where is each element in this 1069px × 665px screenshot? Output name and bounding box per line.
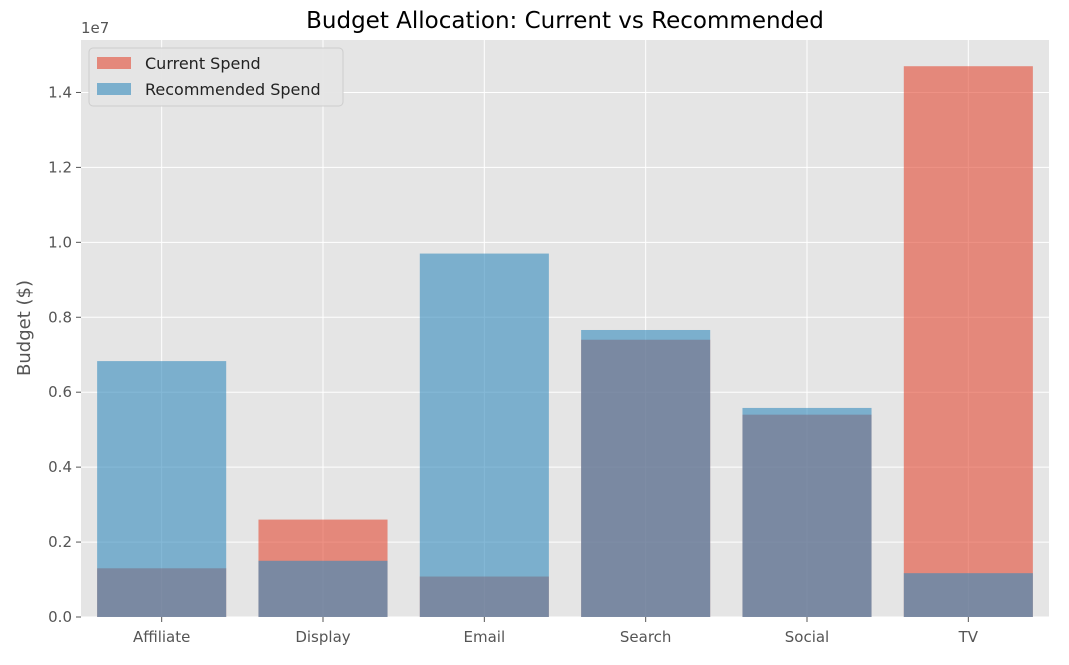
bar-current-spend-tv <box>903 66 1033 617</box>
x-axis: Affiliate Display Email Search Social TV <box>133 617 979 646</box>
x-tick-label: Email <box>464 628 506 646</box>
legend-swatch-current-spend <box>97 57 131 69</box>
legend: Current Spend Recommended Spend <box>88 47 344 107</box>
x-tick-label: Affiliate <box>133 628 190 646</box>
legend-swatch-recommended-spend <box>97 83 131 95</box>
legend-box <box>88 47 344 107</box>
y-tick-label: 0.6 <box>48 383 72 401</box>
chart-title: Budget Allocation: Current vs Recommende… <box>306 8 824 34</box>
bars <box>97 66 1033 617</box>
x-tick-label: Social <box>785 628 829 646</box>
y-axis: 0.0 0.2 0.4 0.6 0.8 1.0 1.2 1.4 <box>48 83 81 626</box>
y-axis-offset-label: 1e7 <box>81 19 109 37</box>
legend-label-current-spend: Current Spend <box>145 54 261 73</box>
bar-recommended-spend-social <box>742 407 872 617</box>
x-tick-label: Search <box>620 628 672 646</box>
x-tick-label: TV <box>958 628 979 646</box>
x-tick-label: Display <box>295 628 350 646</box>
y-tick-label: 0.8 <box>48 308 72 326</box>
y-tick-label: 1.0 <box>48 233 72 251</box>
y-tick-label: 0.0 <box>48 608 72 626</box>
bar-recommended-spend-affiliate <box>97 361 227 617</box>
bar-recommended-spend-tv <box>903 573 1033 617</box>
bar-recommended-spend-search <box>581 329 711 617</box>
y-tick-label: 0.2 <box>48 533 72 551</box>
plot-area <box>81 40 1049 617</box>
y-tick-label: 1.2 <box>48 158 72 176</box>
y-tick-label: 1.4 <box>48 83 72 101</box>
legend-label-recommended-spend: Recommended Spend <box>145 80 321 99</box>
y-axis-label: Budget ($) <box>14 280 35 376</box>
bar-recommended-spend-display <box>258 560 388 617</box>
bar-recommended-spend-email <box>419 253 549 617</box>
y-tick-label: 0.4 <box>48 458 72 476</box>
